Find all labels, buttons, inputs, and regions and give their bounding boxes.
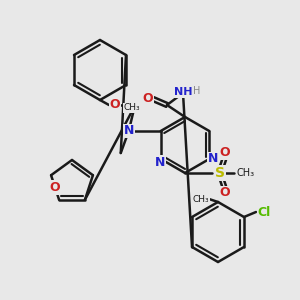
Text: O: O <box>110 98 120 112</box>
Text: Cl: Cl <box>257 206 271 218</box>
Text: N: N <box>208 152 218 166</box>
Text: CH₃: CH₃ <box>237 168 255 178</box>
Text: CH₃: CH₃ <box>193 194 209 203</box>
Text: O: O <box>220 187 230 200</box>
Text: O: O <box>220 146 230 160</box>
Text: CH₃: CH₃ <box>124 103 140 112</box>
Text: H: H <box>193 86 201 96</box>
Text: NH: NH <box>174 87 192 97</box>
Text: N: N <box>154 155 165 169</box>
Text: O: O <box>143 92 153 104</box>
Text: S: S <box>215 166 225 180</box>
Text: O: O <box>50 181 60 194</box>
Text: N: N <box>124 124 134 137</box>
